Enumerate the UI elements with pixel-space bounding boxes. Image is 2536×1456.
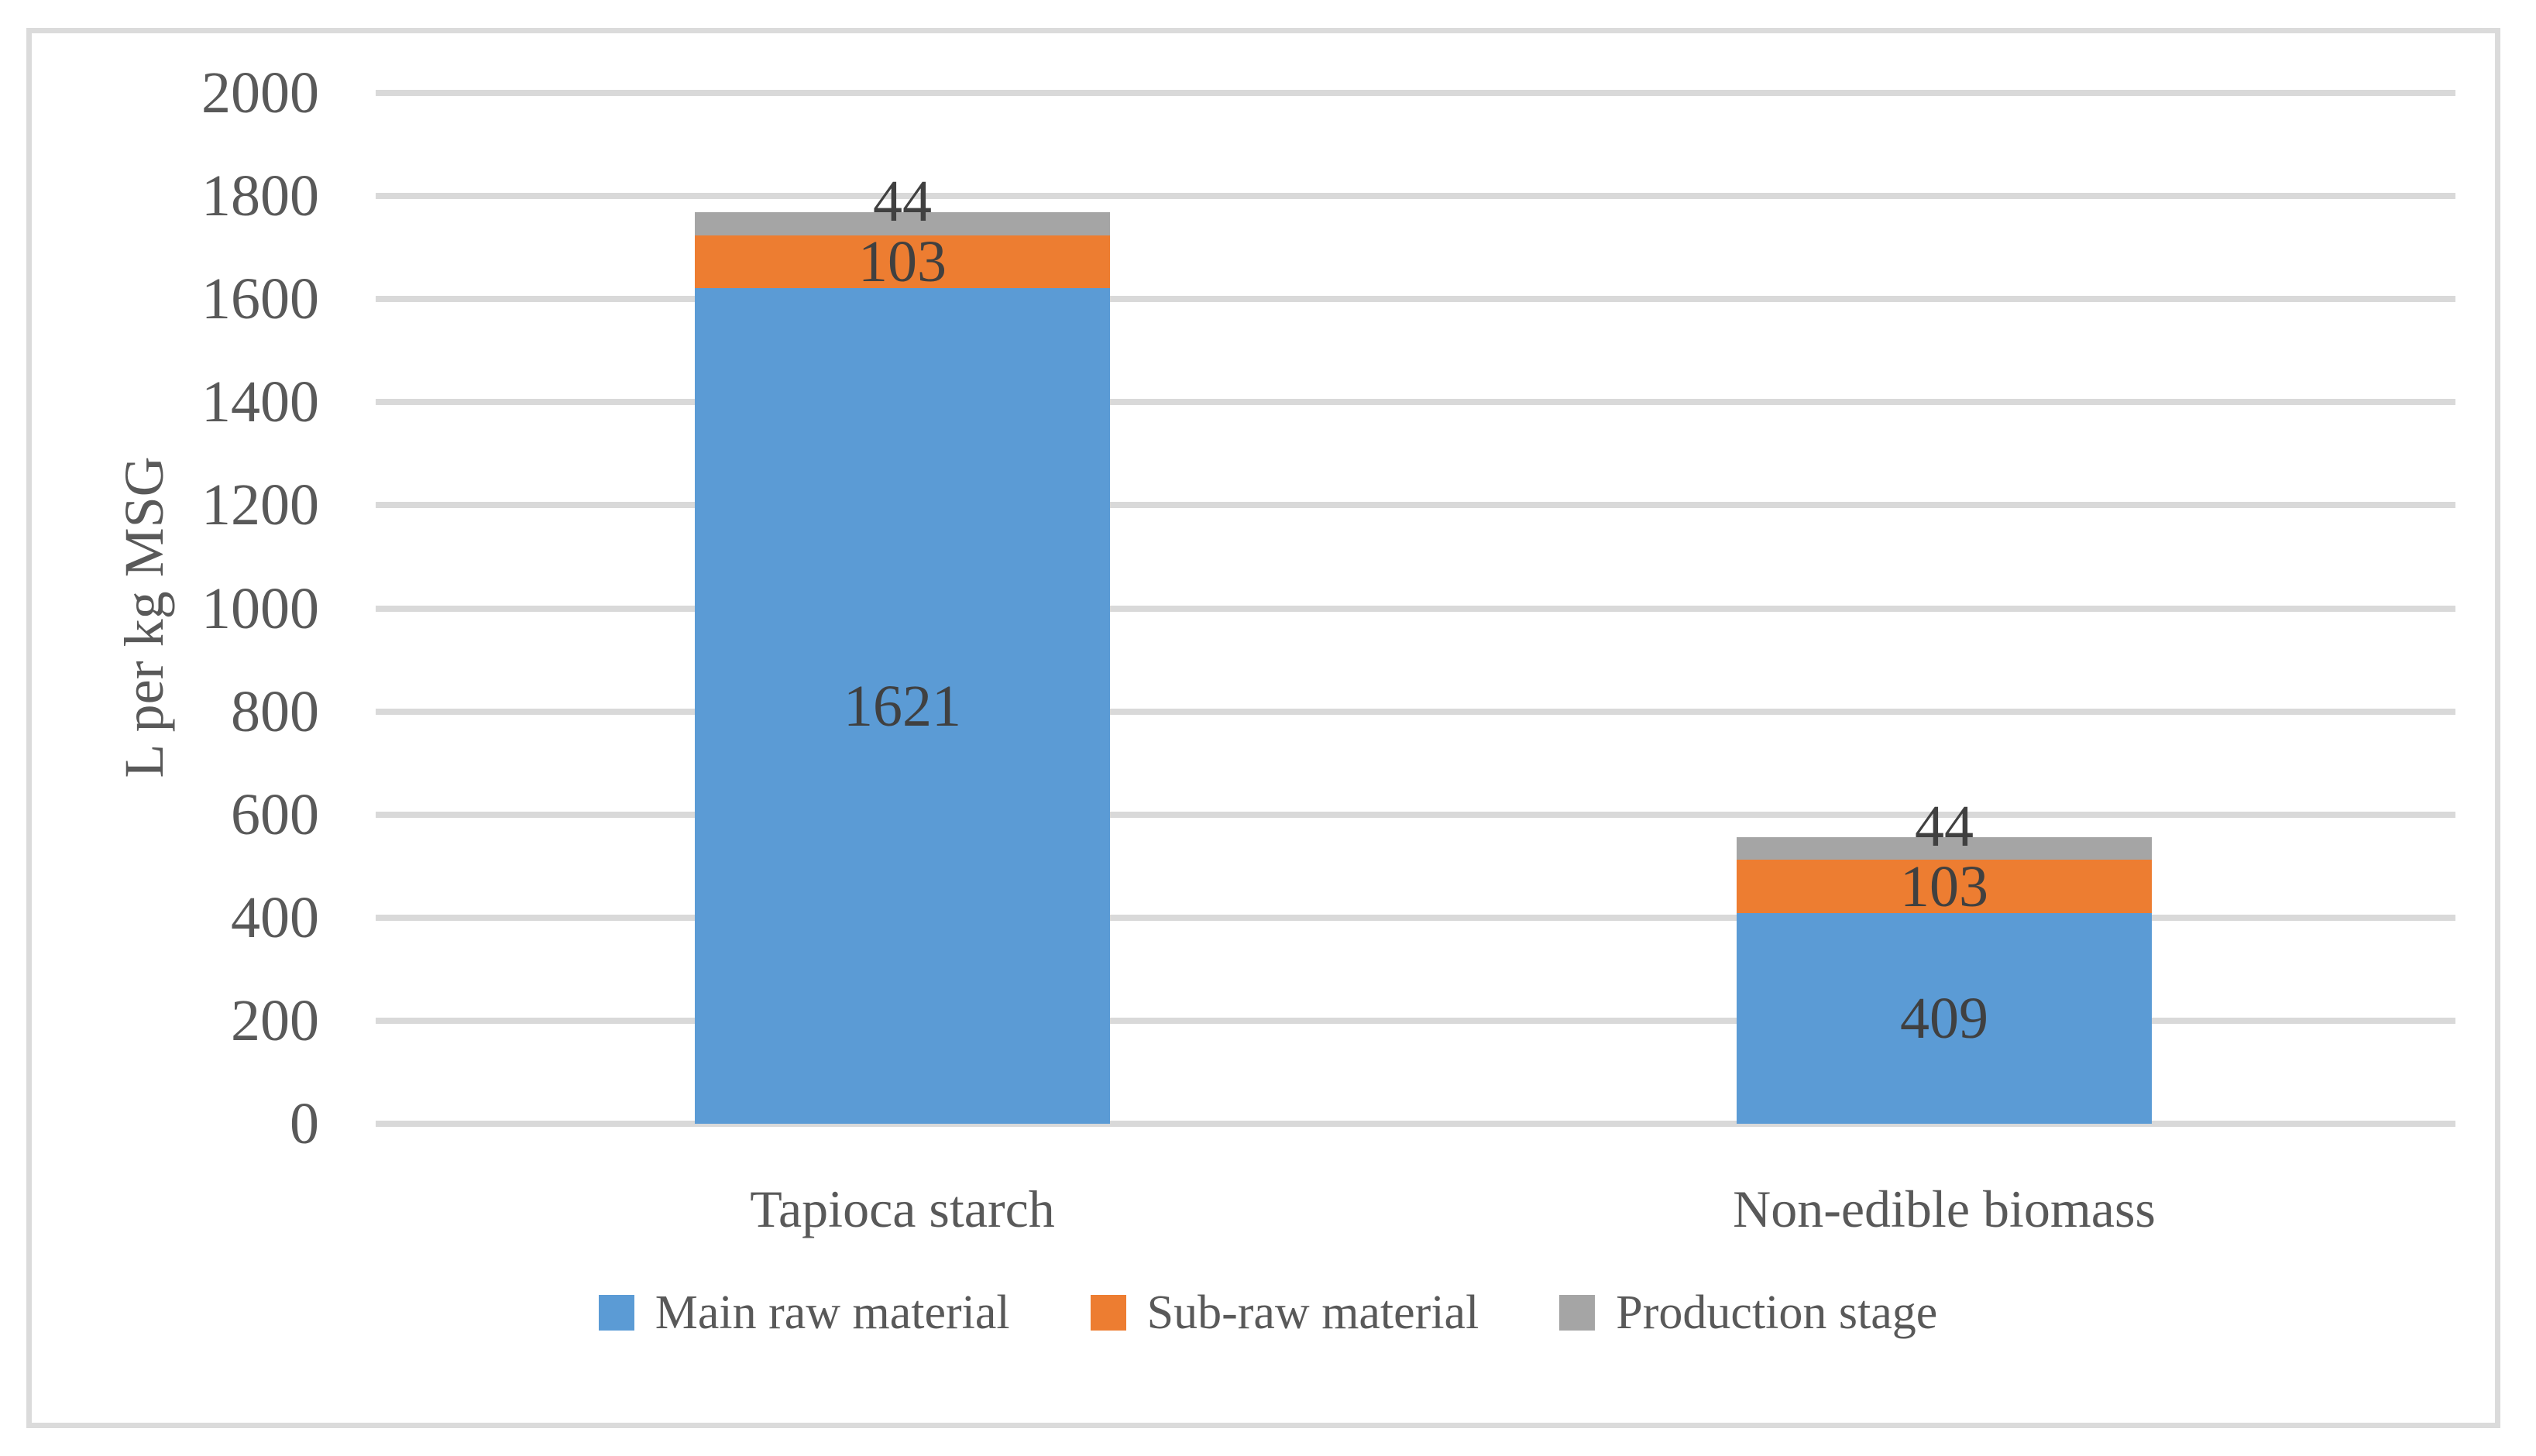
data-label-main-raw-material-1: 1621 [844,673,961,739]
y-tick-label-600: 600 [231,781,319,847]
gridline-1200 [376,502,2455,509]
gridline-1600 [376,296,2455,303]
data-label-production-stage-2: 44 [1915,793,1974,859]
bar-segment-production-stage-1 [695,212,1110,235]
y-tick-label-1200: 1200 [201,472,319,538]
chart-border [26,28,2500,1428]
legend-swatch-icon [1090,1295,1126,1331]
legend-item-production-stage: Production stage [1559,1287,1937,1338]
gridline-2000 [376,90,2455,96]
legend-item-main-raw-material: Main raw material [598,1286,1010,1339]
y-tick-label-1800: 1800 [201,163,319,229]
legend-label: Main raw material [655,1286,1010,1339]
y-tick-label-200: 200 [231,987,319,1053]
gridline-1000 [376,605,2455,612]
gridline-0 [376,1121,2455,1127]
data-label-sub-raw-material-1: 103 [858,228,947,294]
y-tick-label-1400: 1400 [201,369,319,435]
legend-label: Sub-raw material [1146,1286,1479,1339]
gridline-1400 [376,399,2455,406]
gridline-600 [376,811,2455,818]
y-tick-label-800: 800 [231,678,319,744]
bar-segment-main-raw-material-2 [1737,912,2152,1124]
category-label-2: Non-edible biomass [1733,1180,2156,1238]
gridline-400 [376,914,2455,921]
legend-swatch-icon [598,1295,634,1331]
y-tick-label-1000: 1000 [201,575,319,641]
y-tick-label-2000: 2000 [201,60,319,125]
bar-segment-sub-raw-material-1 [695,235,1110,289]
gridline-1800 [376,193,2455,200]
y-tick-label-0: 0 [290,1091,319,1156]
bar-segment-main-raw-material-1 [695,288,1110,1124]
data-label-sub-raw-material-2: 103 [1900,853,1988,919]
data-label-production-stage-1: 44 [873,169,932,235]
y-tick-label-400: 400 [231,884,319,950]
category-label-1: Tapioca starch [750,1180,1055,1238]
bar-segment-production-stage-2 [1737,836,2152,860]
bar-segment-sub-raw-material-2 [1737,860,2152,913]
legend: Main raw material Sub-raw material Product… [0,1287,2536,1338]
y-tick-label-1600: 1600 [201,266,319,332]
gridline-200 [376,1017,2455,1024]
data-label-main-raw-material-2: 409 [1900,985,1988,1051]
legend-label: Production stage [1616,1286,1938,1339]
legend-swatch-icon [1559,1295,1596,1331]
legend-item-sub-raw-material: Sub-raw material [1090,1286,1479,1339]
gridline-800 [376,708,2455,715]
